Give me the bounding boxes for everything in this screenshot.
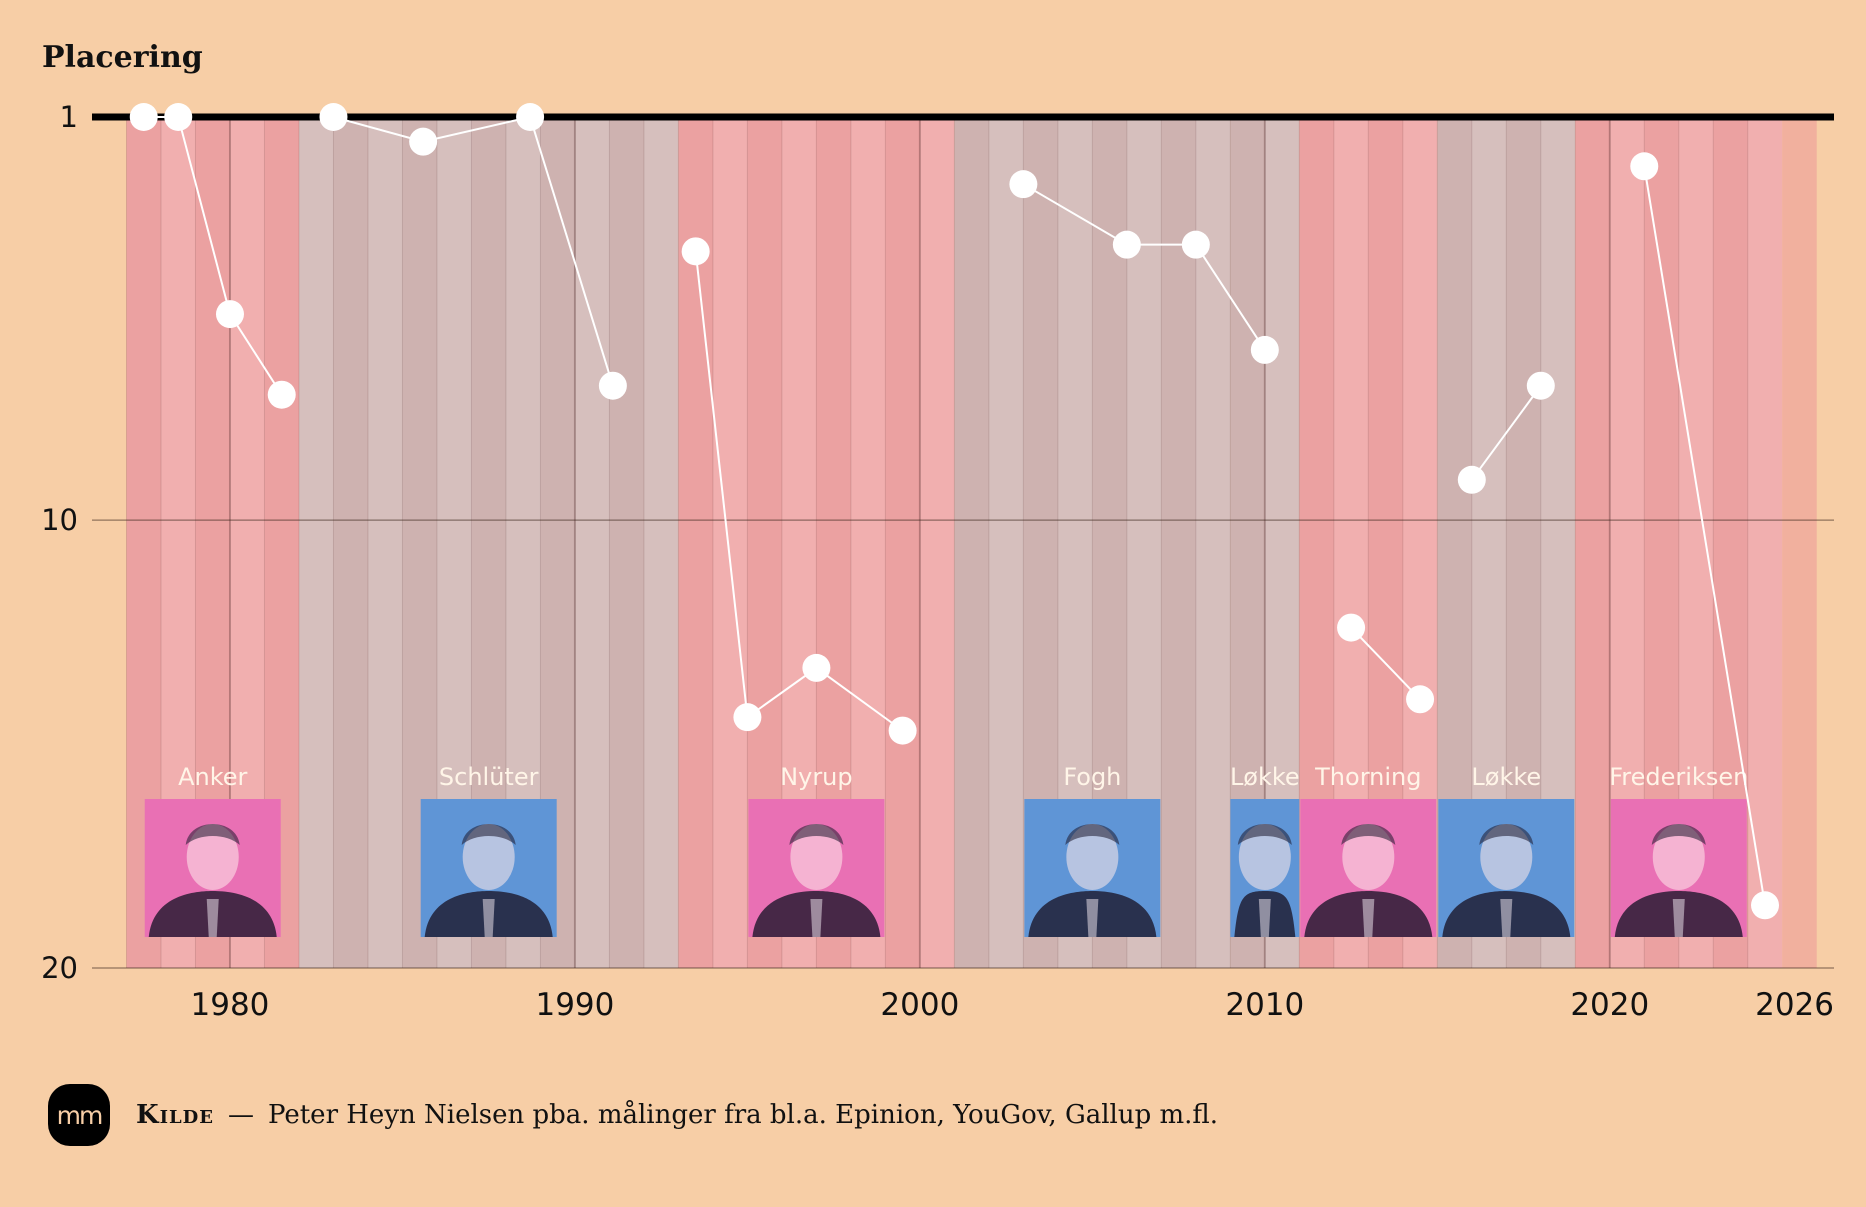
data-point (1630, 152, 1659, 181)
source-dash: — (228, 1100, 255, 1130)
data-point (1009, 170, 1038, 199)
axes: Placering 1 10 20 1980 1990 2000 2010 2020 2026 (41, 40, 1834, 1023)
pm-photo-head (1342, 824, 1395, 890)
year-band (1747, 117, 1783, 968)
year-band (367, 117, 403, 968)
year-band (333, 117, 368, 968)
year-band (1161, 117, 1196, 968)
x-tick-label: 1990 (535, 987, 614, 1023)
data-point (516, 103, 545, 131)
pm-photo-tie (1500, 899, 1513, 937)
pm-photo-head (1066, 824, 1119, 890)
series-points (129, 103, 1780, 920)
data-point (164, 103, 193, 131)
pm-photo-hair (1479, 824, 1534, 845)
year-band (954, 117, 989, 968)
year-band (574, 117, 610, 968)
data-point (598, 371, 627, 400)
data-point (1181, 230, 1210, 259)
x-tick-label: 1980 (191, 987, 270, 1023)
data-point (1526, 371, 1555, 400)
pm-photo-head (1652, 824, 1705, 890)
data-point (267, 380, 296, 409)
pm-photo-tie (1362, 899, 1375, 937)
data-point (1751, 891, 1780, 920)
pm-photo-hair (789, 824, 844, 845)
source-text: Peter Heyn Nielsen pba. målinger fra bl.… (268, 1100, 1219, 1130)
data-point (1250, 335, 1279, 364)
pm-name-label: Løkke (1471, 763, 1541, 791)
pm-photo-head (1480, 824, 1533, 890)
year-band (988, 117, 1024, 968)
x-tick-label: 2020 (1570, 987, 1649, 1023)
pm-photo-head (790, 824, 843, 890)
pm-photo-hair (1065, 824, 1120, 845)
data-point (1337, 613, 1366, 642)
year-band (1195, 117, 1231, 968)
series-line (143, 116, 283, 396)
series-line (1643, 166, 1766, 906)
data-point (802, 653, 831, 682)
pm-photo-tie (1086, 899, 1099, 937)
pm-name-label: Thorning (1314, 763, 1421, 791)
pm-name-label: Anker (178, 763, 247, 791)
pm-name-label: Nyrup (780, 763, 852, 791)
year-band (1782, 117, 1817, 968)
pm-photo-tie (1672, 899, 1685, 937)
y-tick-label: 1 (60, 100, 78, 134)
pm-name-label: Løkke (1230, 763, 1300, 791)
year-band (885, 117, 920, 968)
data-point (1406, 685, 1435, 714)
x-tick-label: 2026 (1755, 987, 1834, 1023)
pm-photo-hair (461, 824, 516, 845)
data-point (1112, 230, 1141, 259)
x-tick-label: 2000 (880, 987, 959, 1023)
series-line (1022, 183, 1266, 351)
pm-photo-hair (1237, 824, 1292, 845)
year-band (609, 117, 644, 968)
data-point (681, 237, 710, 266)
pm-name-label: Fogh (1063, 763, 1121, 791)
pm-name-label: Frederiksen (1609, 763, 1748, 791)
y-tick-label: 10 (41, 503, 78, 537)
pm-photo-tie (482, 899, 495, 937)
pm-photo-hair (1341, 824, 1396, 845)
data-point (215, 300, 244, 329)
pm-photo-head (462, 824, 515, 890)
series-lines (143, 115, 1766, 906)
data-point (319, 103, 348, 131)
data-point (129, 103, 158, 131)
pm-photo-hair (185, 824, 240, 845)
year-band (298, 117, 334, 968)
pm-photo-hair (1651, 824, 1706, 845)
series-line (333, 115, 614, 387)
series-line (1350, 626, 1421, 700)
series-line (694, 251, 904, 732)
footer: mm Kilde — Peter Heyn Nielsen pba. målin… (48, 1084, 1218, 1146)
pm-photo-tie (1258, 899, 1271, 937)
pm-photo-tie (206, 899, 219, 937)
pm-photos: Anker Schlüter Nyrup Fogh Løkke Thorning Løkke… (144, 763, 1748, 937)
data-point (409, 127, 438, 156)
data-point (1457, 465, 1486, 494)
pm-photo-head (1238, 824, 1291, 890)
data-point (733, 703, 762, 732)
y-axis-title: Placering (42, 40, 203, 75)
pm-photo-tie (810, 899, 823, 937)
source-label: Kilde (136, 1100, 215, 1130)
y-tick-label: 20 (41, 951, 78, 985)
brand-logo: mm (48, 1084, 110, 1146)
series-line (1470, 385, 1542, 481)
year-band (919, 117, 955, 968)
data-point (888, 716, 917, 745)
pm-photo-head (186, 824, 239, 890)
pm-name-label: Schlüter (439, 763, 539, 791)
year-band (712, 117, 748, 968)
x-tick-label: 2010 (1225, 987, 1304, 1023)
year-band (1575, 117, 1610, 968)
year-band (643, 117, 679, 968)
